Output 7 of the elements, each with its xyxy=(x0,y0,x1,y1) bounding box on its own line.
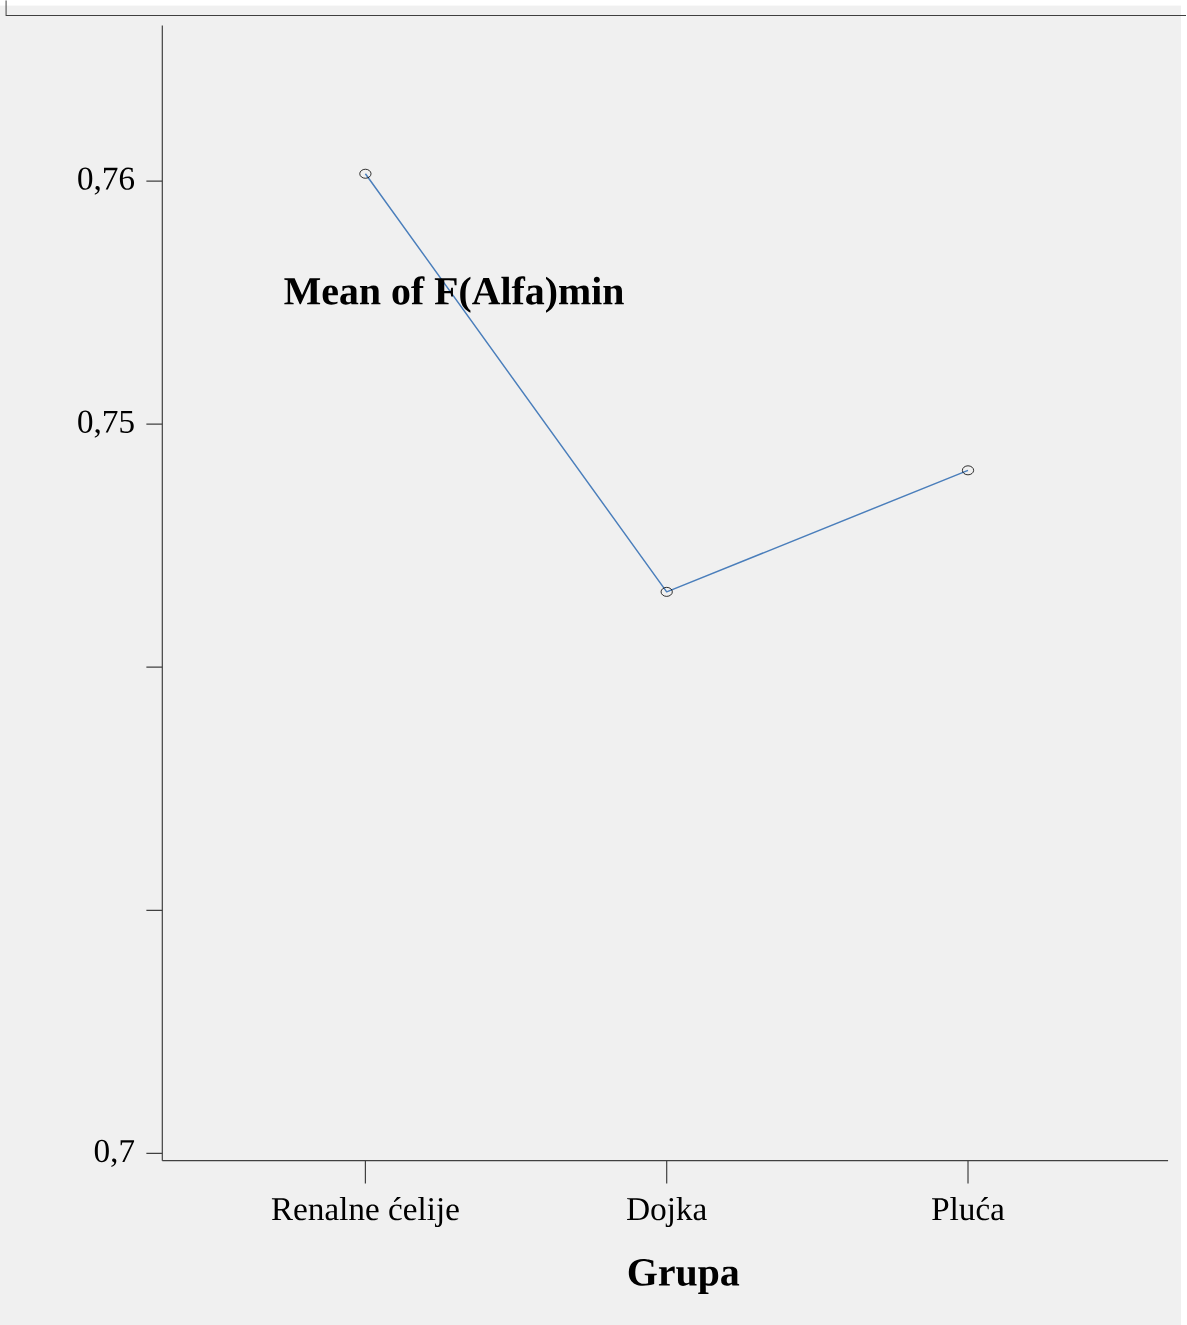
x-axis-title: Grupa xyxy=(629,1259,740,1294)
x-tick-label: Renalne ćelije xyxy=(272,1196,459,1228)
x-tick-label: Dojka xyxy=(627,1196,708,1228)
x-tick-label: Pluća xyxy=(932,1196,1005,1221)
y-tick-label: 0,7 xyxy=(95,1139,135,1167)
y-tick-label: 0,75 xyxy=(78,410,134,438)
y-tick-label: 0,76 xyxy=(78,167,135,195)
